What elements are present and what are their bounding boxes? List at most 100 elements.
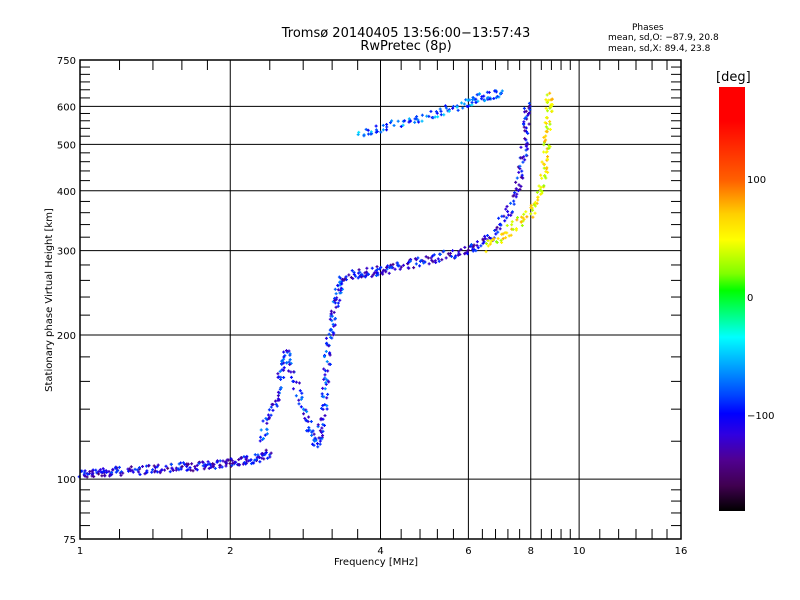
scatter-point	[320, 426, 324, 430]
scatter-point	[328, 351, 332, 355]
scatter-point	[451, 106, 455, 110]
scatter-point	[320, 392, 324, 396]
scatter-point	[514, 195, 518, 199]
scatter-point	[431, 254, 435, 258]
scatter-point	[325, 341, 329, 345]
scatter-point	[387, 271, 391, 275]
scatter-point	[503, 231, 507, 235]
scatter-point	[488, 242, 492, 246]
scatter-point	[291, 379, 295, 383]
scatter-point	[533, 200, 537, 204]
scatter-point	[409, 259, 413, 263]
scatter-point	[462, 102, 466, 106]
scatter-point	[512, 202, 516, 206]
scatter-point	[365, 266, 369, 270]
x-tick-label: 4	[377, 546, 383, 557]
scatter-point	[448, 251, 452, 255]
scatter-point	[456, 253, 460, 257]
scatter-point	[412, 266, 416, 270]
scatter-point	[211, 464, 215, 468]
scatter-point	[442, 249, 446, 253]
scatter-point	[200, 460, 204, 464]
scatter-point	[305, 410, 309, 414]
scatter-point	[224, 460, 228, 464]
scatter-point	[269, 451, 273, 455]
scatter-point	[282, 366, 286, 370]
scatter-point	[492, 237, 496, 241]
scatter-point	[326, 392, 330, 396]
chart-subtitle: RwPretec (8p)	[360, 39, 452, 54]
scatter-point	[336, 288, 340, 292]
scatter-point	[323, 373, 327, 377]
scatter-point	[546, 127, 550, 131]
scatter-point	[524, 210, 528, 214]
scatter-point	[263, 453, 267, 457]
scatter-point	[325, 396, 329, 400]
scatter-point	[137, 470, 141, 474]
scatter-point	[333, 298, 337, 302]
scatter-point	[264, 448, 268, 452]
scatter-point	[484, 242, 488, 246]
scatter-point	[265, 432, 269, 436]
scatter-point	[539, 188, 543, 192]
scatter-point	[486, 96, 490, 100]
scatter-point	[546, 155, 550, 159]
scatter-point	[230, 459, 234, 463]
scatter-point	[533, 211, 537, 215]
scatter-point	[380, 270, 384, 274]
scatter-point	[336, 304, 340, 308]
scatter-point	[310, 433, 314, 437]
scatter-point	[466, 105, 470, 109]
scatter-point	[520, 169, 524, 173]
scatter-point	[413, 120, 417, 124]
scatter-point	[150, 470, 154, 474]
scatter-point	[542, 166, 546, 170]
scatter-point	[496, 230, 500, 234]
scatter-point	[121, 471, 125, 475]
scatter-point	[201, 464, 205, 468]
scatter-point	[289, 375, 293, 379]
scatter-point	[366, 272, 370, 276]
scatter-point	[94, 468, 98, 472]
scatter-point	[328, 328, 332, 332]
scatter-point	[431, 116, 435, 120]
scatter-point	[158, 470, 162, 474]
scatter-point	[347, 273, 351, 277]
scatter-point	[153, 469, 157, 473]
scatter-point	[129, 465, 133, 469]
scatter-point	[456, 108, 460, 112]
scatter-point	[262, 437, 266, 441]
scatter-point	[280, 360, 284, 364]
scatter-point	[376, 273, 380, 277]
scatter-point	[324, 349, 328, 353]
scatter-point	[465, 252, 469, 256]
scatter-point	[466, 248, 470, 252]
scatter-point	[269, 413, 273, 417]
scatter-point	[253, 453, 257, 457]
scatter-point	[475, 244, 479, 248]
scatter-point	[265, 428, 269, 432]
scatter-point	[322, 367, 326, 371]
scatter-point	[171, 468, 175, 472]
scatter-point	[537, 184, 541, 188]
scatter-point	[494, 96, 498, 100]
scatter-point	[152, 464, 156, 468]
scatter-point	[153, 466, 157, 470]
scatter-point	[469, 243, 473, 247]
scatter-point	[261, 419, 265, 423]
scatter-point	[322, 395, 326, 399]
scatter-point	[424, 255, 428, 259]
scatter-point	[457, 250, 461, 254]
scatter-point	[536, 195, 540, 199]
scatter-point	[206, 460, 210, 464]
scatter-point	[324, 381, 328, 385]
scatter-point	[381, 128, 385, 132]
scatter-point	[499, 223, 503, 227]
scatter-point	[536, 198, 540, 202]
scatter-point	[331, 322, 335, 326]
scatter-point	[505, 224, 509, 228]
scatter-point	[450, 254, 454, 258]
scatter-point	[472, 243, 476, 247]
scatter-point	[526, 142, 530, 146]
scatter-point	[519, 220, 523, 224]
